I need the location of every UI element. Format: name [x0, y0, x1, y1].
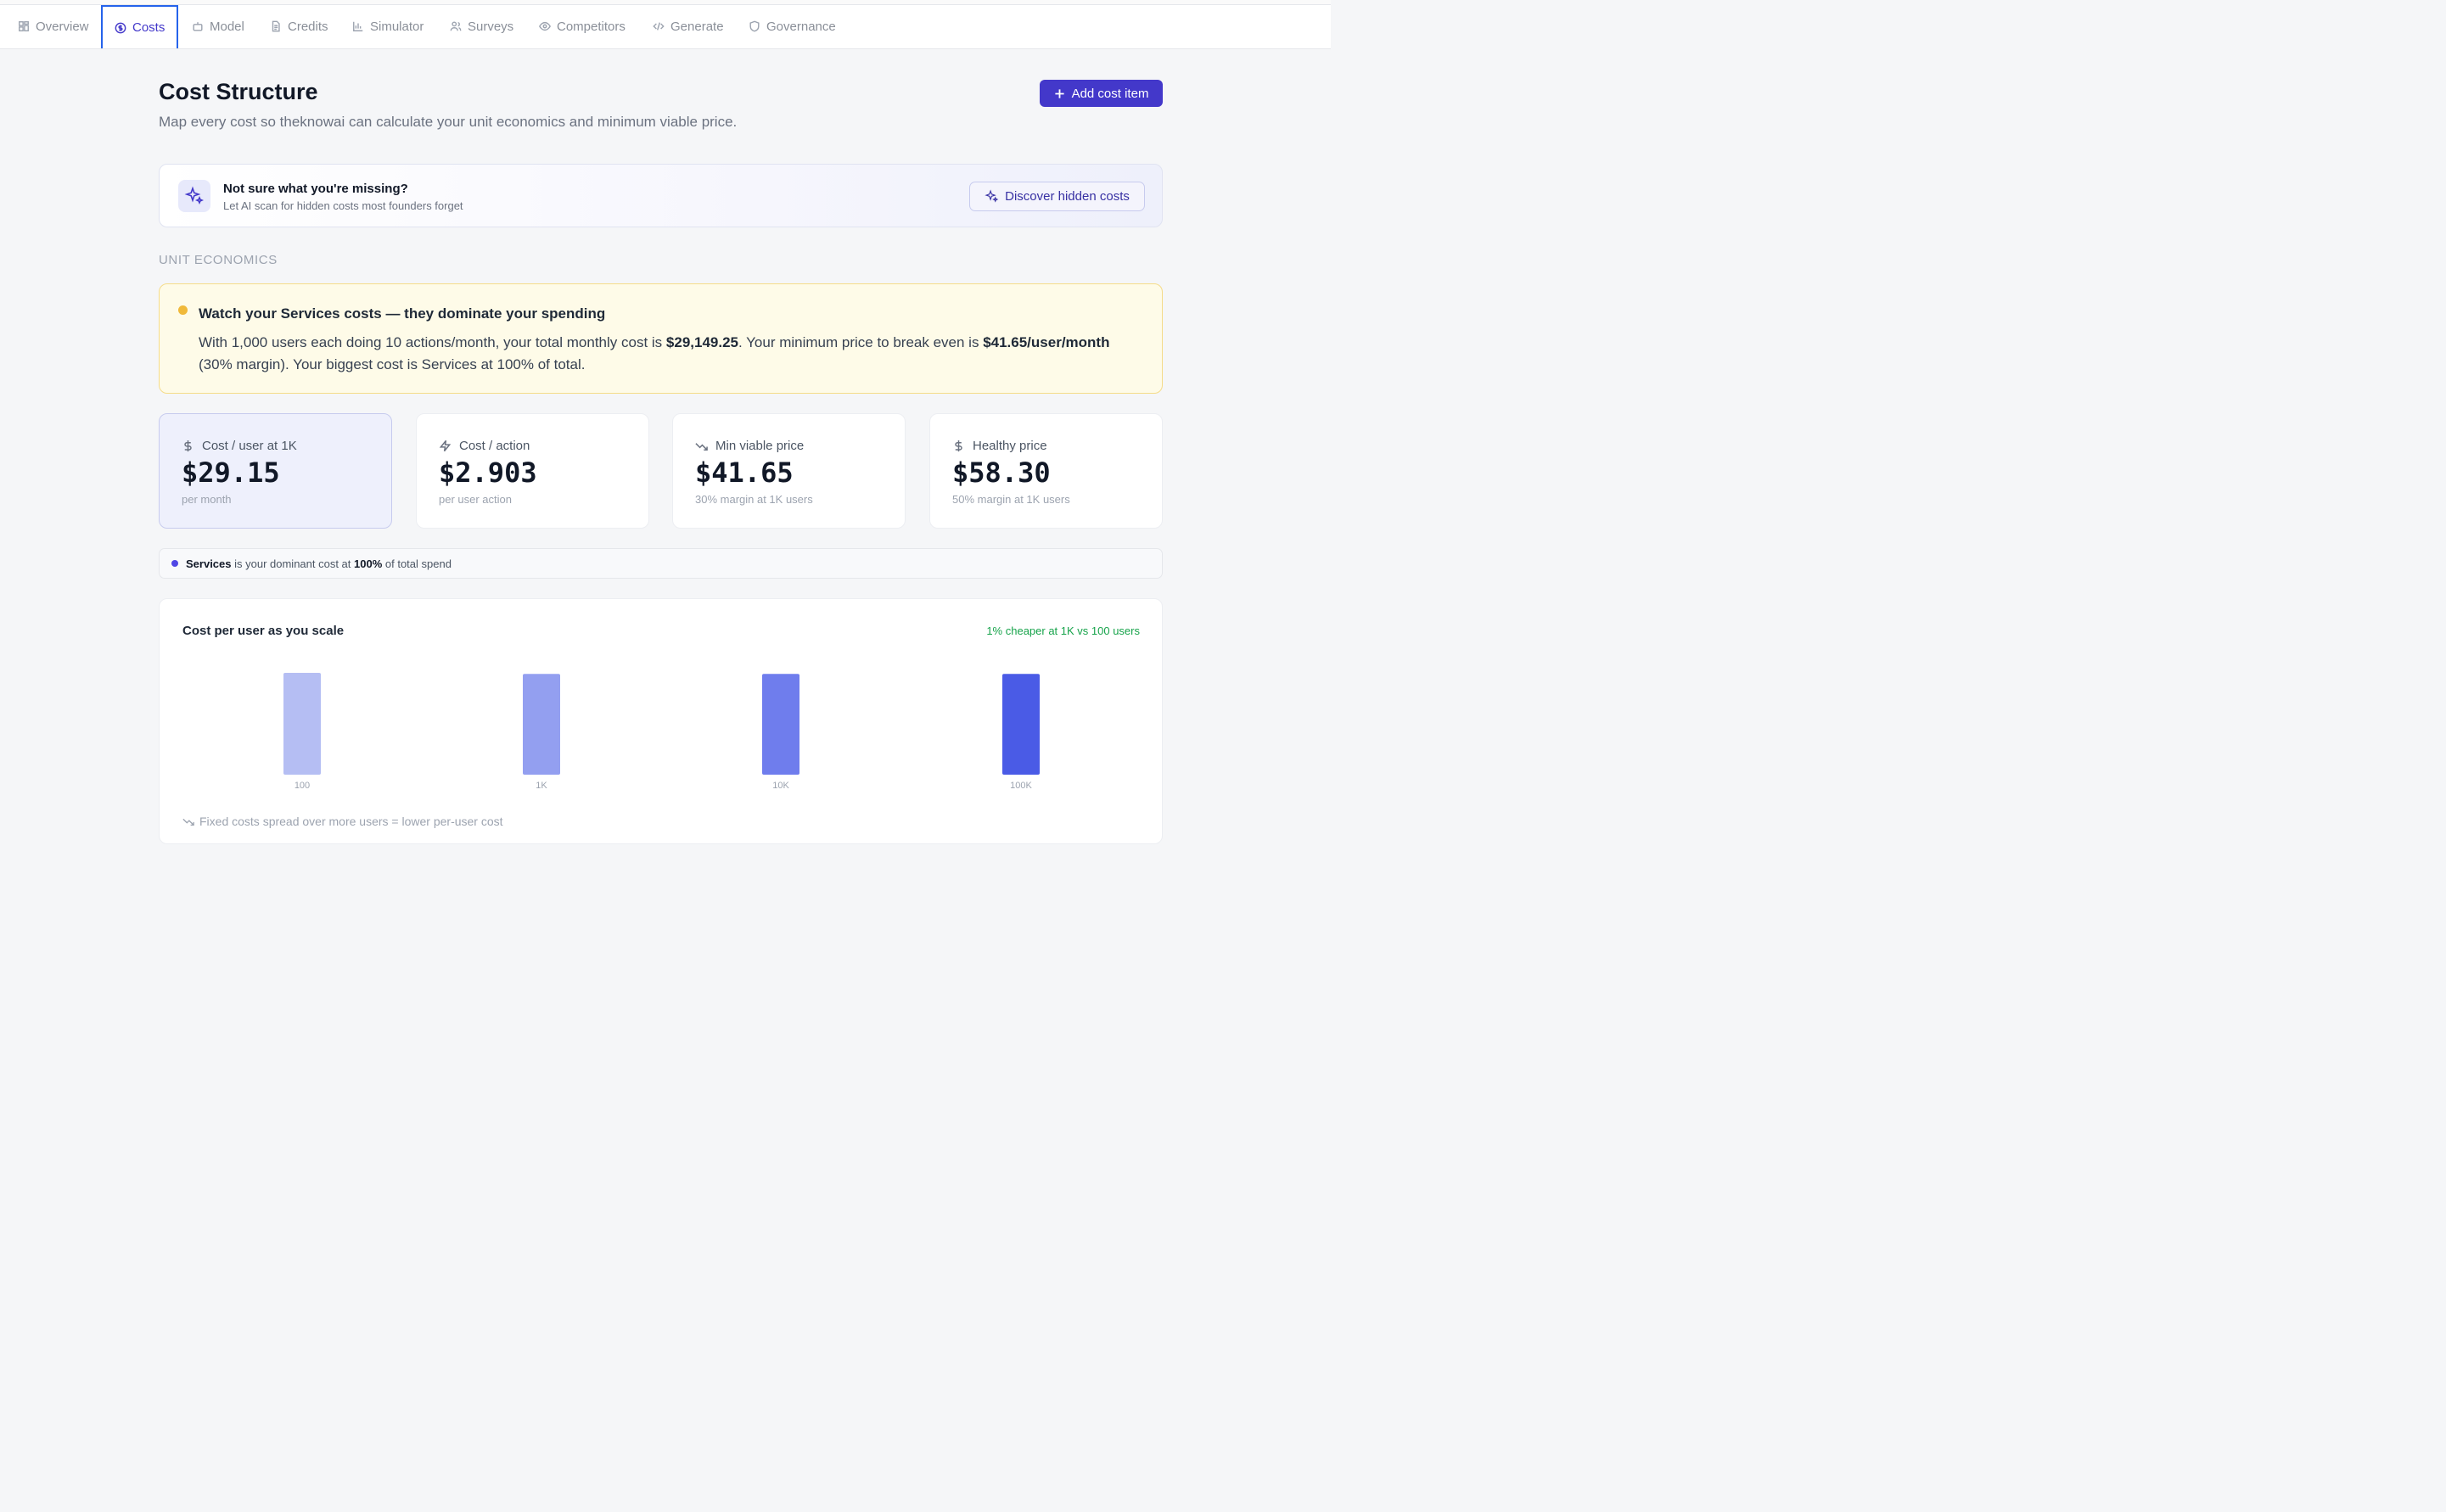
chart-bar-100K[interactable] [1002, 674, 1040, 775]
chart-tick-label: 1K [536, 781, 547, 791]
metric-subtext: 30% margin at 1K users [695, 493, 813, 506]
window-top-strip [0, 0, 1331, 5]
page-title: Cost Structure [159, 79, 318, 104]
dominant-text: is your dominant cost at [231, 557, 355, 570]
dominant-cost-dot [171, 560, 178, 567]
bar-chart-icon [353, 21, 363, 31]
sparkles-icon-badge [178, 180, 210, 212]
hidden-costs-subtitle: Let AI scan for hidden costs most founde… [223, 199, 463, 212]
chart-title: Cost per user as you scale [182, 624, 345, 638]
tab-costs[interactable]: Costs [101, 5, 179, 48]
metric-card-healthy-price[interactable]: Healthy price $58.30 50% margin at 1K us… [929, 413, 1163, 529]
warning-body-text: (30% margin). Your biggest cost is Servi… [199, 356, 586, 372]
dominant-cost-banner: Services is your dominant cost at 100% o… [159, 548, 1163, 579]
code-icon [653, 22, 665, 31]
sparkles-icon [184, 186, 205, 205]
chart-tick-label: 10K [772, 781, 789, 791]
chart-bar-1K[interactable] [523, 674, 560, 775]
tab-generate[interactable]: Generate [653, 5, 724, 48]
section-label-unit-economics: UNIT ECONOMICS [159, 253, 278, 267]
cost-per-user-bar-chart: 100 1K 10K 100K [283, 673, 1040, 791]
chart-savings-note: 1% cheaper at 1K vs 100 users [986, 624, 1140, 637]
chart-footnote: Fixed costs spread over more users = low… [182, 815, 503, 828]
dollar-circle-icon [115, 22, 126, 33]
dominant-category: Services [186, 557, 232, 570]
tab-overview[interactable]: Overview [18, 5, 89, 48]
metric-value: $58.30 [952, 456, 1051, 489]
dominant-percent: 100% [354, 557, 383, 570]
dollar-icon [184, 440, 192, 452]
plus-icon [1054, 88, 1064, 98]
cost-per-user-chart-card: Cost per user as you scale 1% cheaper at… [159, 598, 1163, 844]
users-icon [450, 21, 462, 31]
metric-label: Healthy price [952, 439, 1047, 453]
dollar-icon [955, 440, 962, 452]
chart-tick-label: 100K [1010, 781, 1032, 791]
metric-subtext: per month [182, 493, 232, 506]
tab-label: Competitors [557, 19, 626, 34]
add-cost-item-label: Add cost item [1071, 86, 1149, 101]
dominant-text: of total spend [382, 557, 452, 570]
hidden-costs-title: Not sure what you're missing? [223, 182, 408, 196]
metric-label-text: Min viable price [715, 439, 805, 453]
metric-value: $41.65 [695, 456, 794, 489]
tab-label: Credits [288, 19, 328, 34]
warning-callout: Watch your Services costs — they dominat… [159, 283, 1163, 394]
tab-surveys[interactable]: Surveys [450, 5, 513, 48]
page-subtitle: Map every cost so theknowai can calculat… [159, 114, 738, 130]
warning-body-text: . Your minimum price to break even is [738, 334, 984, 350]
metric-card-min-viable-price[interactable]: Min viable price $41.65 30% margin at 1K… [672, 413, 906, 529]
tab-model[interactable]: Model [192, 5, 244, 48]
metric-card-cost-per-action[interactable]: Cost / action $2.903 per user action [416, 413, 649, 529]
tab-label: Model [210, 19, 244, 34]
tab-competitors[interactable]: Competitors [539, 5, 626, 48]
eye-icon [539, 21, 551, 31]
tab-label: Costs [132, 20, 165, 35]
tab-label: Governance [766, 19, 836, 34]
hidden-costs-card: Not sure what you're missing? Let AI sca… [159, 164, 1163, 227]
warning-title: Watch your Services costs — they dominat… [199, 305, 606, 322]
robot-icon [193, 22, 203, 31]
tab-label: Overview [36, 19, 89, 34]
lightning-icon [439, 440, 452, 452]
tab-governance[interactable]: Governance [749, 5, 836, 48]
tab-simulator[interactable]: Simulator [352, 5, 424, 48]
metric-label-text: Healthy price [973, 439, 1047, 453]
metric-card-cost-per-user[interactable]: Cost / user at 1K $29.15 per month [159, 413, 392, 529]
metric-label: Cost / action [439, 439, 530, 453]
metric-value: $2.903 [439, 456, 537, 489]
total-monthly-cost: $29,149.25 [665, 334, 738, 350]
tab-label: Simulator [370, 19, 424, 34]
metric-subtext: 50% margin at 1K users [952, 493, 1070, 506]
add-cost-item-button[interactable]: Add cost item [1040, 80, 1163, 107]
metric-label-text: Cost / action [459, 439, 530, 453]
trending-down-icon [182, 818, 194, 826]
metric-label: Min viable price [695, 439, 804, 453]
grid-icon [19, 21, 29, 31]
dominant-cost-text: Services is your dominant cost at 100% o… [186, 557, 452, 570]
metric-value: $29.15 [182, 456, 280, 489]
metric-subtext: per user action [439, 493, 512, 506]
chart-bar-100[interactable] [283, 673, 321, 775]
warning-body: With 1,000 users each doing 10 actions/m… [199, 332, 1132, 376]
chart-footnote-text: Fixed costs spread over more users = low… [199, 815, 503, 828]
sparkles-icon [985, 189, 999, 203]
min-break-even-price: $41.65/user/month [983, 334, 1110, 350]
shield-icon [749, 20, 760, 32]
warning-dot [178, 305, 188, 315]
trending-down-icon [695, 443, 708, 451]
discover-hidden-costs-button[interactable]: Discover hidden costs [969, 182, 1145, 211]
discover-hidden-costs-label: Discover hidden costs [1005, 189, 1130, 204]
tab-label: Generate [670, 19, 724, 34]
chart-bar-10K[interactable] [762, 674, 799, 775]
tab-credits[interactable]: Credits [270, 5, 328, 48]
metric-label-text: Cost / user at 1K [202, 439, 297, 453]
metric-label: Cost / user at 1K [182, 439, 297, 453]
chart-tick-label: 100 [295, 781, 310, 791]
tab-bar: Overview Costs Model Credits Simulator S… [0, 5, 1331, 49]
document-icon [272, 20, 280, 32]
warning-body-text: With 1,000 users each doing 10 actions/m… [199, 334, 666, 350]
tab-label: Surveys [468, 19, 514, 34]
